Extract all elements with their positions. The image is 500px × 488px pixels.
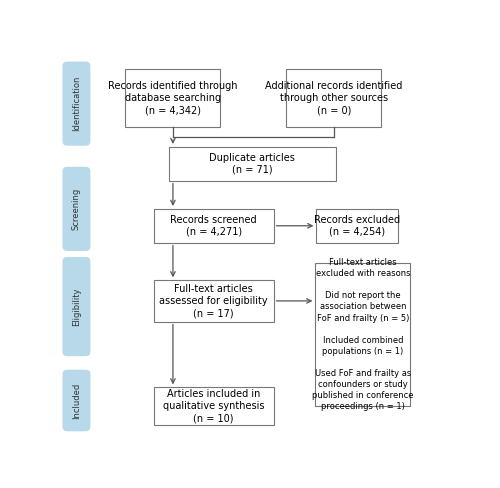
Text: Screening: Screening (72, 188, 81, 230)
FancyBboxPatch shape (169, 147, 336, 181)
Text: Records excluded
(n = 4,254): Records excluded (n = 4,254) (314, 215, 400, 237)
Text: Articles included in
qualitative synthesis
(n = 10): Articles included in qualitative synthes… (163, 389, 264, 424)
Text: Included: Included (72, 383, 81, 419)
FancyBboxPatch shape (154, 387, 274, 425)
Text: Identification: Identification (72, 76, 81, 131)
Text: Full-text articles
excluded with reasons

Did not report the
association between: Full-text articles excluded with reasons… (312, 258, 414, 411)
FancyBboxPatch shape (126, 69, 220, 127)
FancyBboxPatch shape (286, 69, 381, 127)
Text: Records screened
(n = 4,271): Records screened (n = 4,271) (170, 215, 257, 237)
FancyBboxPatch shape (316, 209, 398, 243)
FancyBboxPatch shape (154, 209, 274, 243)
FancyBboxPatch shape (316, 264, 410, 406)
FancyBboxPatch shape (62, 61, 90, 146)
Text: Eligibility: Eligibility (72, 287, 81, 326)
Text: Additional records identified
through other sources
(n = 0): Additional records identified through ot… (265, 81, 402, 116)
Text: Duplicate articles
(n = 71): Duplicate articles (n = 71) (210, 153, 296, 175)
FancyBboxPatch shape (62, 257, 90, 356)
FancyBboxPatch shape (62, 370, 90, 431)
Text: Records identified through
database searching
(n = 4,342): Records identified through database sear… (108, 81, 238, 116)
FancyBboxPatch shape (62, 167, 90, 251)
FancyBboxPatch shape (154, 280, 274, 322)
Text: Full-text articles
assessed for eligibility
(n = 17): Full-text articles assessed for eligibil… (160, 284, 268, 318)
